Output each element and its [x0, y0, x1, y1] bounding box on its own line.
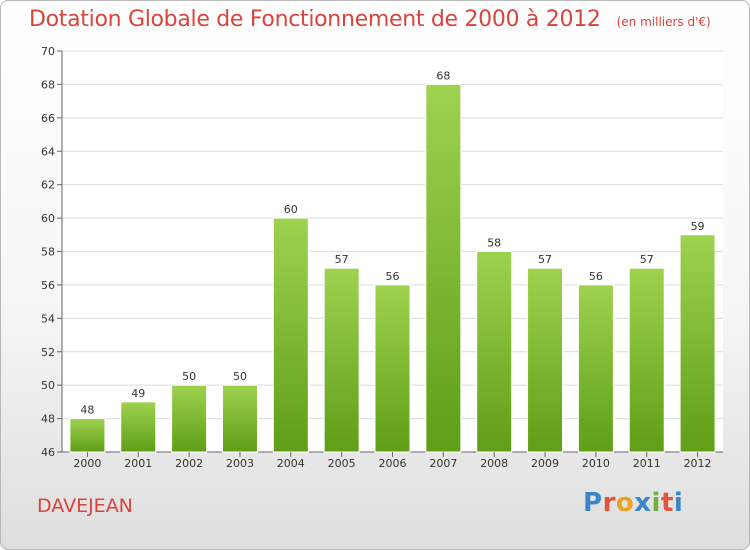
- bar-value-label: 50: [182, 370, 196, 383]
- y-tick-label: 58: [41, 246, 55, 259]
- chart-title-text: Dotation Globale de Fonctionnement de 20…: [29, 7, 601, 32]
- x-tick-label: 2001: [124, 457, 152, 470]
- bar-chart: 46 48 50 52 54 56 58 60 62 64 66 68 70 48 2000 49 2001 50…: [41, 45, 723, 470]
- y-tick-label: 60: [41, 212, 55, 225]
- bar: [476, 251, 513, 453]
- x-tick-label: 2007: [429, 457, 457, 470]
- bar: [221, 384, 258, 453]
- x-tick-label: 2005: [328, 457, 356, 470]
- commune-name: DAVEJEAN: [37, 495, 133, 517]
- y-tick-label: 62: [41, 179, 55, 192]
- bar: [374, 284, 411, 453]
- bar-value-label: 68: [436, 69, 450, 82]
- bar: [171, 384, 208, 453]
- x-tick-label: 2008: [480, 457, 508, 470]
- x-tick-label: 2006: [379, 457, 407, 470]
- logo-letter: P: [583, 488, 603, 518]
- y-tick-label: 68: [41, 78, 55, 91]
- bar: [272, 217, 309, 453]
- x-tick-label: 2010: [582, 457, 610, 470]
- x-tick-label: 2000: [73, 457, 101, 470]
- bar: [527, 267, 564, 453]
- logo-letter: i: [673, 488, 684, 518]
- proxiti-logo: Proxiti: [583, 488, 683, 518]
- y-tick-label: 50: [41, 379, 55, 392]
- bar-value-label: 57: [538, 253, 552, 266]
- chart-unit: (en milliers d'€): [616, 15, 711, 29]
- x-tick-label: 2009: [531, 457, 559, 470]
- bar-value-label: 58: [487, 237, 501, 250]
- y-tick-label: 64: [41, 145, 55, 158]
- bar-value-label: 57: [640, 253, 654, 266]
- bar-value-label: 49: [131, 387, 145, 400]
- bar: [120, 401, 157, 453]
- x-tick-label: 2002: [175, 457, 203, 470]
- logo-letter: x: [634, 488, 652, 518]
- bar-value-label: 50: [233, 370, 247, 383]
- bar-value-label: 59: [691, 220, 705, 233]
- bar: [69, 418, 106, 453]
- bar-value-label: 56: [386, 270, 400, 283]
- y-tick-label: 46: [41, 446, 55, 459]
- logo-letter: r: [602, 488, 616, 518]
- y-tick-label: 48: [41, 413, 55, 426]
- logo-letter: i: [651, 488, 661, 518]
- y-tick-label: 52: [41, 346, 55, 359]
- logo-letter: t: [660, 488, 674, 518]
- bar: [628, 267, 665, 453]
- bar: [679, 234, 716, 453]
- logo-letter: o: [615, 488, 635, 518]
- x-tick-label: 2011: [633, 457, 661, 470]
- y-tick-label: 70: [41, 45, 55, 58]
- bar: [323, 267, 360, 453]
- y-tick-label: 54: [41, 312, 55, 325]
- bar-value-label: 56: [589, 270, 603, 283]
- x-tick-label: 2003: [226, 457, 254, 470]
- bar: [425, 83, 462, 453]
- y-tick-label: 56: [41, 279, 55, 292]
- x-tick-label: 2012: [684, 457, 712, 470]
- x-tick-label: 2004: [277, 457, 305, 470]
- bar-value-label: 48: [80, 404, 94, 417]
- chart-title: Dotation Globale de Fonctionnement de 20…: [29, 7, 711, 32]
- bar: [577, 284, 614, 453]
- bar-value-label: 60: [284, 203, 298, 216]
- bar-value-label: 57: [335, 253, 349, 266]
- y-tick-label: 66: [41, 112, 55, 125]
